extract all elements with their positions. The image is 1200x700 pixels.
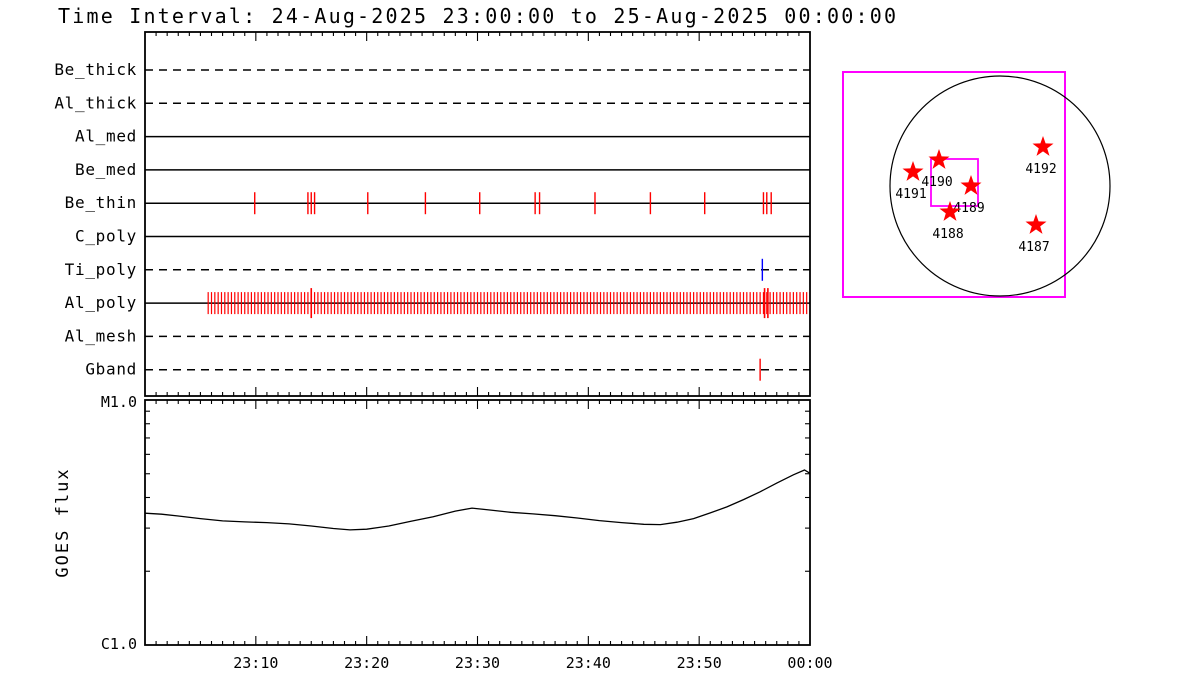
- active-region-star: [960, 175, 982, 195]
- filter-row-label: Al_mesh: [65, 326, 137, 345]
- active-region-star: [1032, 136, 1054, 156]
- active-region-label: 4191: [895, 187, 926, 202]
- timeline-panel-border: [144, 31, 811, 397]
- fov-box: [842, 71, 1066, 298]
- filter-row-label: C_poly: [75, 227, 137, 246]
- filter-row-label: Be_thin: [65, 193, 137, 212]
- x-tick-label: 23:30: [455, 654, 500, 672]
- active-region-label: 4192: [1025, 162, 1056, 177]
- x-tick-label: 23:40: [566, 654, 611, 672]
- x-tick-label: 23:20: [344, 654, 389, 672]
- active-region-star: [928, 149, 950, 169]
- figure-title: Time Interval: 24-Aug-2025 23:00:00 to 2…: [58, 4, 898, 28]
- active-region-star: [939, 201, 961, 221]
- x-tick-label: 23:50: [677, 654, 722, 672]
- filter-row-label: Gband: [85, 360, 137, 379]
- x-tick-label: 23:10: [233, 654, 278, 672]
- filter-row-label: Al_thick: [54, 93, 137, 112]
- active-region-label: 4188: [932, 227, 963, 242]
- solar-limb-circle: [889, 75, 1111, 297]
- active-region-label: 4190: [921, 175, 952, 190]
- filter-row-label: Ti_poly: [65, 260, 137, 279]
- filter-row-label: Be_med: [75, 160, 137, 179]
- active-region-star: [902, 161, 924, 181]
- goes-flux-curve: [144, 469, 811, 531]
- goes-y-axis-title: GOES flux: [53, 467, 73, 577]
- active-region-label: 4187: [1018, 240, 1049, 255]
- filter-row-label: Be_thick: [54, 60, 137, 79]
- target-box: [930, 158, 979, 207]
- goes-y-bottom-label: C1.0: [101, 635, 137, 653]
- active-region-star: [1025, 214, 1047, 234]
- x-tick-label: 00:00: [787, 654, 832, 672]
- active-region-label: 4189: [953, 201, 984, 216]
- filter-row-label: Al_poly: [65, 293, 137, 312]
- filter-row-label: Al_med: [75, 127, 137, 146]
- goes-y-top-label: M1.0: [101, 393, 137, 411]
